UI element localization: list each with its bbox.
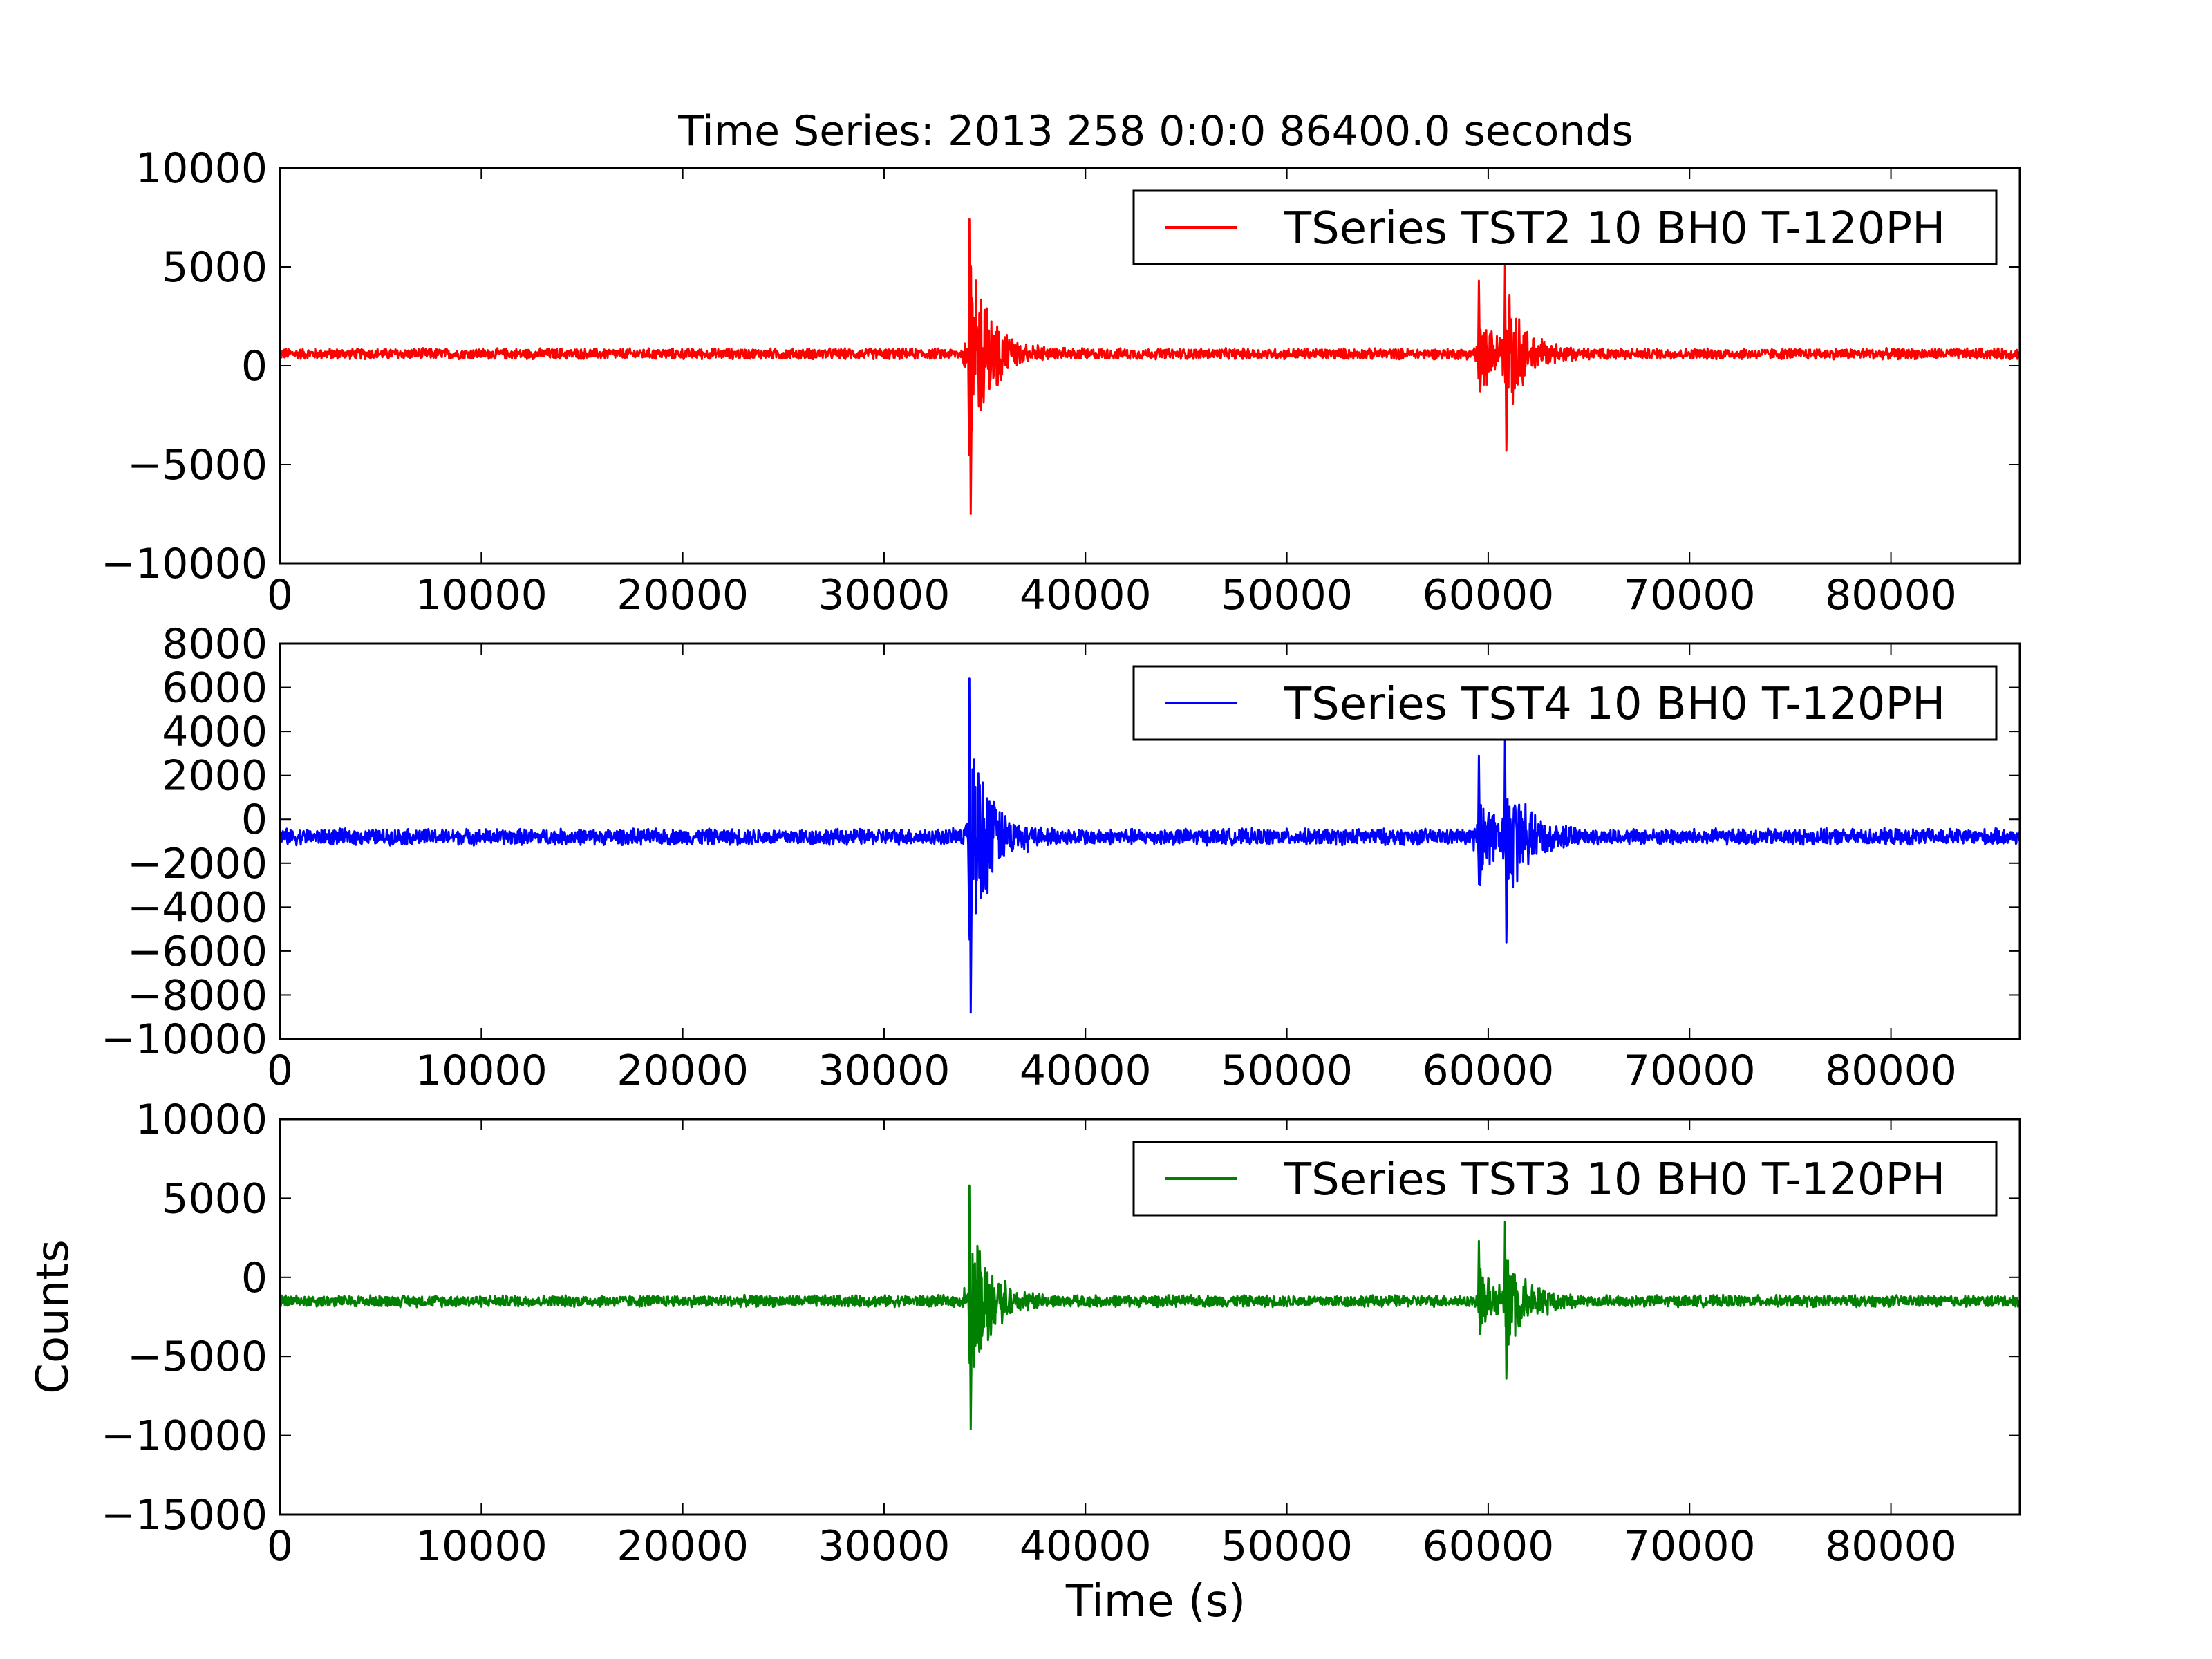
panel-3: 0 10000 20000 30000 40000 50000 60000 70000 8000…: [101, 1096, 2021, 1571]
x-tick-label: 0: [267, 571, 293, 619]
x-tick-label: 80000: [1825, 571, 1957, 619]
x-tick-label: 10000: [415, 571, 547, 619]
y-tick-label: 0: [241, 342, 268, 391]
plot-frame: [279, 642, 2021, 1040]
y-tick-label: −10000: [101, 1412, 268, 1461]
x-tick-label: 40000: [1020, 1522, 1152, 1571]
x-tick-label: 0: [267, 1047, 293, 1095]
x-tick-label: 30000: [818, 571, 950, 619]
x-tick-label: 70000: [1624, 1522, 1756, 1571]
y-tick-label: 10000: [135, 144, 268, 193]
y-tick-label: 0: [241, 1254, 268, 1302]
x-tick-label: 10000: [415, 1047, 547, 1095]
y-tick-label: −5000: [127, 441, 268, 489]
x-tick-label: 70000: [1624, 571, 1756, 619]
legend-label: TSeries TST3 10 BH0 T-120PH: [1284, 1154, 1945, 1206]
x-tick-label: 20000: [617, 571, 749, 619]
legend-label: TSeries TST4 10 BH0 T-120PH: [1284, 679, 1945, 730]
chart-title: Time Series: 2013 258 0:0:0 86400.0 seco…: [677, 107, 1633, 156]
legend-label: TSeries TST2 10 BH0 T-120PH: [1284, 203, 1945, 254]
y-tick-label: −10000: [101, 540, 268, 588]
x-tick-label: 60000: [1422, 571, 1554, 619]
legend-box: [1132, 1141, 1998, 1217]
legend: TSeries TST2 10 BH0 T-120PH: [1132, 189, 1998, 265]
x-tick-label: 60000: [1422, 1522, 1554, 1571]
x-axis-label: Time (s): [1065, 1576, 1246, 1627]
x-tick-label: 20000: [617, 1522, 749, 1571]
y-tick-label: −5000: [127, 1333, 268, 1381]
legend-box: [1132, 665, 1998, 741]
y-tick-label: 5000: [162, 243, 268, 292]
panel-1: 0 10000 20000 30000 40000 50000 60000 70000 8000…: [101, 144, 2021, 619]
y-tick-label: −4000: [127, 883, 268, 932]
y-tick-label: 4000: [162, 708, 268, 756]
legend: TSeries TST3 10 BH0 T-120PH: [1132, 1141, 1998, 1217]
x-tick-label: 50000: [1221, 571, 1353, 619]
panels: 0 10000 20000 30000 40000 50000 60000 70000 8000…: [101, 144, 2021, 1571]
y-tick-label: 2000: [162, 752, 268, 800]
y-tick-label: 5000: [162, 1174, 268, 1223]
panel-2: 0 10000 20000 30000 40000 50000 60000 70000 8000…: [101, 620, 2021, 1095]
plot-frame: [279, 1118, 2021, 1516]
x-tick-label: 10000: [415, 1522, 547, 1571]
legend: TSeries TST4 10 BH0 T-120PH: [1132, 665, 1998, 741]
x-tick-label: 30000: [818, 1047, 950, 1095]
y-axis-label: Counts: [28, 1239, 79, 1394]
x-tick-label: 40000: [1020, 571, 1152, 619]
y-tick-label: 0: [241, 796, 268, 844]
x-tick-label: 0: [267, 1522, 293, 1571]
series-line: [280, 1184, 2020, 1430]
x-tick-label: 50000: [1221, 1522, 1353, 1571]
x-tick-label: 30000: [818, 1522, 950, 1571]
y-tick-label: −6000: [127, 928, 268, 976]
y-tick-label: 10000: [135, 1096, 268, 1144]
x-tick-label: 50000: [1221, 1047, 1353, 1095]
y-tick-label: −15000: [101, 1491, 268, 1539]
y-tick-label: 8000: [162, 620, 268, 668]
series-line: [280, 677, 2020, 1014]
y-tick-label: −10000: [101, 1015, 268, 1064]
x-tick-label: 80000: [1825, 1047, 1957, 1095]
legend-box: [1132, 189, 1998, 265]
x-tick-label: 20000: [617, 1047, 749, 1095]
series-line: [280, 218, 2020, 515]
x-tick-label: 80000: [1825, 1522, 1957, 1571]
x-tick-label: 60000: [1422, 1047, 1554, 1095]
y-tick-label: −8000: [127, 971, 268, 1020]
y-tick-label: −2000: [127, 840, 268, 888]
x-tick-label: 40000: [1020, 1047, 1152, 1095]
x-tick-label: 70000: [1624, 1047, 1756, 1095]
y-tick-label: 6000: [162, 664, 268, 713]
